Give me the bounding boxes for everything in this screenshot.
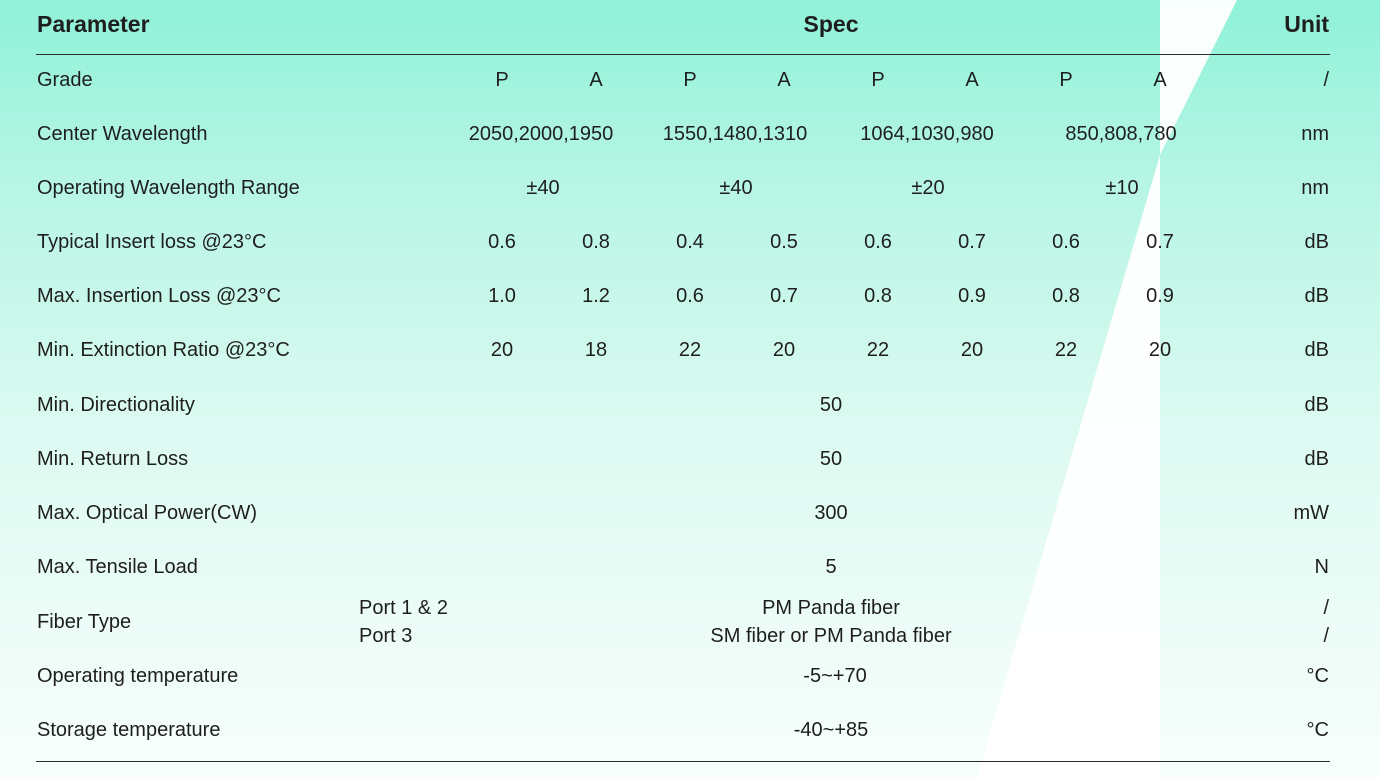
ratio-value: 22 bbox=[866, 339, 890, 361]
row-unit: / bbox=[1323, 625, 1329, 647]
loss-value: 0.8 bbox=[1052, 285, 1080, 307]
ratio-value: 20 bbox=[772, 339, 796, 361]
loss-value: 0.5 bbox=[770, 231, 798, 253]
spec-value: 50 bbox=[819, 394, 843, 416]
ratio-value: 20 bbox=[960, 339, 984, 361]
loss-value: 0.7 bbox=[958, 231, 986, 253]
ratio-value: 18 bbox=[584, 339, 608, 361]
header-parameter: Parameter bbox=[37, 11, 150, 37]
port-label: Port 1 & 2 bbox=[359, 597, 448, 619]
range-value: ±40 bbox=[719, 177, 753, 199]
row-unit: / bbox=[1323, 597, 1329, 619]
ratio-value: 22 bbox=[1054, 339, 1078, 361]
loss-value: 1.0 bbox=[488, 285, 516, 307]
range-value: ±40 bbox=[526, 177, 560, 199]
spec-value: 50 bbox=[819, 448, 843, 470]
grade-value: A bbox=[589, 69, 603, 91]
loss-value: 0.6 bbox=[1052, 231, 1080, 253]
loss-value: 0.7 bbox=[1146, 231, 1174, 253]
loss-value: 1.2 bbox=[582, 285, 610, 307]
loss-value: 0.8 bbox=[582, 231, 610, 253]
row-unit: °C bbox=[1306, 665, 1329, 687]
loss-value: 0.4 bbox=[676, 231, 704, 253]
loss-value: 0.7 bbox=[770, 285, 798, 307]
row-label: Center Wavelength bbox=[37, 123, 208, 145]
row-unit: °C bbox=[1306, 719, 1329, 741]
ratio-value: 22 bbox=[678, 339, 702, 361]
row-unit: nm bbox=[1301, 177, 1329, 199]
loss-value: 0.6 bbox=[864, 231, 892, 253]
loss-value: 0.9 bbox=[1146, 285, 1174, 307]
row-label: Min. Extinction Ratio @23°C bbox=[37, 339, 290, 361]
header-spec: Spec bbox=[803, 11, 859, 37]
row-unit: nm bbox=[1301, 123, 1329, 145]
row-label: Max. Tensile Load bbox=[37, 556, 198, 578]
row-unit: dB bbox=[1304, 231, 1329, 253]
grade-value: A bbox=[965, 69, 979, 91]
spec-value: -40~+85 bbox=[793, 719, 869, 741]
row-unit: N bbox=[1314, 556, 1329, 578]
loss-value: 0.9 bbox=[958, 285, 986, 307]
grade-value: P bbox=[495, 69, 509, 91]
grade-value: P bbox=[1059, 69, 1073, 91]
loss-value: 0.8 bbox=[864, 285, 892, 307]
grade-value: P bbox=[871, 69, 885, 91]
row-unit: / bbox=[1323, 69, 1329, 91]
row-label: Min. Return Loss bbox=[37, 448, 189, 470]
spec-value: -5~+70 bbox=[803, 665, 867, 687]
row-label: Storage temperature bbox=[37, 719, 221, 741]
row-unit: dB bbox=[1304, 339, 1329, 361]
wavelength-value: 1064,1030,980 bbox=[860, 123, 994, 145]
row-label: Operating temperature bbox=[37, 665, 239, 687]
spec-value: PM Panda fiber bbox=[762, 597, 900, 619]
footer-rule bbox=[36, 761, 1330, 762]
row-label: Max. Insertion Loss @23°C bbox=[37, 285, 281, 307]
header-rule bbox=[36, 54, 1330, 55]
spec-value: 300 bbox=[814, 502, 848, 524]
header-unit: Unit bbox=[1284, 11, 1329, 37]
row-label: Grade bbox=[37, 69, 93, 91]
spec-value: 5 bbox=[825, 556, 837, 578]
wavelength-value: 850,808,780 bbox=[1065, 123, 1177, 145]
row-label: Max. Optical Power(CW) bbox=[37, 502, 258, 524]
ratio-value: 20 bbox=[490, 339, 514, 361]
row-label: Operating Wavelength Range bbox=[37, 177, 300, 199]
row-label: Min. Directionality bbox=[37, 394, 195, 416]
grade-value: A bbox=[777, 69, 791, 91]
spec-value: SM fiber or PM Panda fiber bbox=[710, 625, 952, 647]
grade-value: A bbox=[1153, 69, 1167, 91]
row-label: Typical Insert loss @23°C bbox=[37, 231, 267, 253]
row-label: Fiber Type bbox=[37, 611, 132, 633]
row-unit: dB bbox=[1304, 285, 1329, 307]
row-unit: dB bbox=[1304, 448, 1329, 470]
row-unit: mW bbox=[1293, 502, 1329, 524]
loss-value: 0.6 bbox=[488, 231, 516, 253]
grade-value: P bbox=[683, 69, 697, 91]
wavelength-value: 1550,1480,1310 bbox=[662, 123, 808, 145]
range-value: ±10 bbox=[1105, 177, 1139, 199]
wavelength-value: 2050,2000,1950 bbox=[468, 123, 614, 145]
loss-value: 0.6 bbox=[676, 285, 704, 307]
range-value: ±20 bbox=[911, 177, 945, 199]
ratio-value: 20 bbox=[1148, 339, 1172, 361]
port-label: Port 3 bbox=[359, 625, 413, 647]
row-unit: dB bbox=[1304, 394, 1329, 416]
